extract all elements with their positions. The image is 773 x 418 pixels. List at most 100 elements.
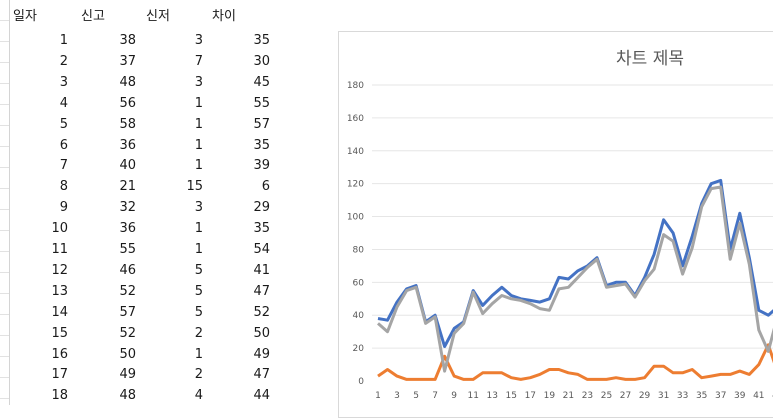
date-cell[interactable]: 12 — [51, 262, 68, 278]
x-tick-label: 33 — [677, 391, 688, 401]
x-tick-label: 1 — [375, 391, 381, 401]
x-tick-label: 21 — [563, 391, 574, 401]
new-high-cell[interactable]: 36 — [119, 221, 136, 237]
y-tick-label: 20 — [353, 344, 365, 354]
new-low-cell[interactable]: 1 — [194, 346, 203, 362]
header-date[interactable]: 일자 — [13, 9, 37, 24]
new-low-cell[interactable]: 2 — [194, 325, 203, 341]
difference-cell[interactable]: 54 — [253, 242, 270, 257]
difference-cell[interactable]: 35 — [253, 221, 270, 237]
new-high-cell[interactable]: 36 — [119, 137, 136, 153]
date-cell[interactable]: 2 — [59, 53, 68, 69]
date-cell[interactable]: 5 — [59, 116, 68, 132]
difference-cell[interactable]: 45 — [253, 74, 270, 90]
date-cell[interactable]: 10 — [51, 221, 68, 237]
new-high-cell[interactable]: 38 — [119, 33, 136, 48]
date-cell[interactable]: 8 — [59, 179, 68, 195]
difference-cell[interactable]: 49 — [253, 346, 270, 362]
new-low-cell[interactable]: 3 — [194, 200, 203, 216]
header-difference[interactable]: 차이 — [212, 9, 236, 24]
new-high-cell[interactable]: 32 — [119, 200, 136, 216]
date-cell[interactable]: 1 — [59, 33, 68, 48]
date-cell[interactable]: 3 — [59, 74, 68, 90]
new-low-cell[interactable]: 3 — [194, 33, 203, 48]
date-cell[interactable]: 7 — [59, 158, 68, 174]
date-cell[interactable]: 16 — [51, 346, 68, 362]
difference-cell[interactable]: 6 — [261, 179, 270, 195]
y-tick-label: 120 — [347, 180, 364, 190]
new-low-cell[interactable]: 2 — [194, 367, 203, 383]
new-high-cell[interactable]: 37 — [119, 53, 136, 69]
x-tick-label: 7 — [432, 391, 438, 401]
difference-cell[interactable]: 52 — [253, 304, 270, 320]
new-high-cell[interactable]: 46 — [119, 262, 136, 278]
header-new-low[interactable]: 신저 — [146, 9, 170, 24]
new-low-cell[interactable]: 1 — [194, 242, 203, 257]
new-low-cell[interactable]: 4 — [194, 388, 203, 404]
new-low-cell[interactable]: 1 — [194, 116, 203, 132]
y-tick-label: 100 — [347, 213, 364, 223]
new-low-cell[interactable]: 15 — [186, 179, 203, 195]
y-tick-label: 140 — [347, 147, 364, 157]
difference-cell[interactable]: 29 — [253, 200, 270, 216]
new-high-cell[interactable]: 52 — [119, 325, 136, 341]
y-tick-label: 80 — [353, 245, 365, 255]
new-low-cell[interactable]: 1 — [194, 137, 203, 153]
date-cell[interactable]: 9 — [59, 200, 68, 216]
new-high-cell[interactable]: 49 — [119, 367, 136, 383]
x-tick-label: 29 — [639, 391, 651, 401]
x-tick-label: 3 — [394, 391, 400, 401]
new-high-cell[interactable]: 48 — [119, 74, 136, 90]
date-cell[interactable]: 4 — [59, 95, 68, 111]
new-low-cell[interactable]: 5 — [194, 283, 203, 299]
x-tick-label: 11 — [467, 391, 478, 401]
difference-cell[interactable]: 47 — [253, 283, 270, 299]
new-low-cell[interactable]: 1 — [194, 221, 203, 237]
new-high-cell[interactable]: 50 — [119, 346, 136, 362]
difference-cell[interactable]: 30 — [253, 53, 270, 69]
y-tick-label: 180 — [347, 81, 364, 91]
difference-cell[interactable]: 57 — [253, 116, 270, 132]
header-new-high[interactable]: 신고 — [81, 9, 105, 24]
new-high-cell[interactable]: 58 — [119, 116, 136, 132]
difference-cell[interactable]: 35 — [253, 137, 270, 153]
difference-cell[interactable]: 44 — [253, 388, 270, 404]
x-tick-label: 17 — [525, 391, 536, 401]
date-cell[interactable]: 17 — [51, 367, 68, 383]
difference-cell[interactable]: 55 — [253, 95, 270, 111]
difference-cell[interactable]: 50 — [253, 325, 270, 341]
date-cell[interactable]: 14 — [51, 304, 68, 320]
x-tick-label: 13 — [487, 391, 498, 401]
difference-cell[interactable]: 47 — [253, 367, 270, 383]
y-tick-label: 60 — [353, 278, 365, 288]
x-tick-label: 9 — [451, 391, 457, 401]
new-high-cell[interactable]: 52 — [119, 283, 136, 299]
new-low-cell[interactable]: 1 — [194, 95, 203, 111]
new-low-cell[interactable]: 5 — [194, 262, 203, 278]
date-cell[interactable]: 18 — [51, 388, 68, 404]
series-line-3[interactable] — [377, 185, 773, 373]
new-high-cell[interactable]: 40 — [119, 158, 136, 174]
difference-cell[interactable]: 41 — [253, 262, 270, 278]
y-tick-label: 40 — [353, 311, 365, 321]
date-cell[interactable]: 15 — [51, 325, 68, 341]
difference-cell[interactable]: 35 — [253, 33, 270, 48]
new-low-cell[interactable]: 1 — [194, 158, 203, 174]
new-low-cell[interactable]: 3 — [194, 74, 203, 90]
new-high-cell[interactable]: 48 — [119, 388, 136, 404]
new-high-cell[interactable]: 55 — [119, 242, 136, 257]
x-tick-label: 23 — [582, 391, 593, 401]
new-low-cell[interactable]: 7 — [194, 53, 203, 69]
x-tick-label: 27 — [620, 391, 631, 401]
x-tick-label: 39 — [734, 391, 746, 401]
series-line-2[interactable] — [377, 343, 773, 381]
date-cell[interactable]: 11 — [51, 242, 68, 257]
date-cell[interactable]: 13 — [51, 283, 68, 299]
new-low-cell[interactable]: 5 — [194, 304, 203, 320]
chart-title[interactable]: 차트 제목 — [616, 49, 684, 69]
new-high-cell[interactable]: 56 — [119, 95, 136, 111]
difference-cell[interactable]: 39 — [253, 158, 270, 174]
date-cell[interactable]: 6 — [59, 137, 68, 153]
new-high-cell[interactable]: 57 — [119, 304, 136, 320]
new-high-cell[interactable]: 21 — [119, 179, 136, 195]
